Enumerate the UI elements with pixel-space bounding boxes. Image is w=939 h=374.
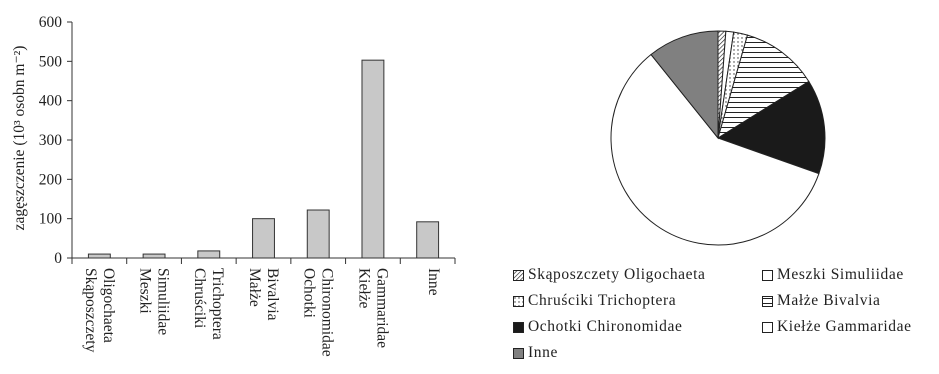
x-tick-label: Inne [425, 268, 442, 296]
x-tick-label: Trichoptera [209, 268, 226, 340]
x-tick-label: Simuliidae [155, 268, 172, 335]
y-tick-label: 100 [39, 211, 63, 228]
legend-item: Ochotki Chironomidae [513, 318, 683, 336]
x-tick-label: Chironomidae [319, 268, 336, 357]
legend-swatch [762, 295, 773, 307]
y-tick-label: 400 [39, 93, 63, 110]
y-axis-label: zagęszczenie (10³ osobn m⁻²) [11, 46, 28, 231]
legend-label: Ochotki Chironomidae [528, 318, 683, 335]
pie-slice [610, 53, 820, 246]
bar [416, 221, 440, 259]
legend-swatch [762, 269, 773, 281]
y-tick-label: 600 [39, 14, 63, 31]
x-tick-label: Skąposzczety [82, 268, 99, 353]
legend-label: Kiełże Gammaridae [777, 318, 912, 335]
x-tick-label: Małże [246, 268, 263, 307]
axes [71, 22, 456, 264]
bar [142, 253, 166, 259]
bar-chart: zagęszczenie (10³ osobn m⁻²) 0 100 200 300 4… [11, 14, 456, 357]
x-tick-label: Meszki [137, 268, 154, 314]
legend-item: Meszki Simuliidae [762, 266, 904, 284]
legend-label: Skąposzczety Oligochaeta [528, 266, 706, 283]
legend-swatch [513, 321, 524, 333]
x-tick-label: Oligochaeta [100, 268, 117, 343]
x-tick-label: Bivalvia [264, 268, 281, 321]
legend-swatch [513, 295, 524, 307]
pie-slice [716, 80, 826, 175]
bar [197, 250, 221, 259]
legend-swatch [513, 347, 524, 359]
legend-swatch [513, 269, 524, 281]
legend-label: Małże Bivalvia [777, 292, 881, 309]
y-tick-label: 300 [39, 132, 63, 149]
y-tick-label: 0 [54, 250, 62, 267]
legend-swatch [762, 321, 773, 333]
x-tick-label: Ochotki [301, 268, 318, 319]
x-tick-label: Kiełże [355, 268, 372, 309]
legend-item: Chruściki Trichoptera [513, 292, 676, 310]
legend-item: Małże Bivalvia [762, 292, 881, 310]
pie-slice [650, 30, 719, 140]
bar [87, 253, 111, 259]
y-tick-label: 500 [39, 53, 63, 70]
y-axis-ticks: 0 100 200 300 400 500 600 [39, 14, 72, 267]
legend-item: Skąposzczety Oligochaeta [513, 266, 706, 284]
bar [252, 218, 275, 259]
x-tick-label: Chruściki [191, 268, 208, 329]
x-tick-label: Gammaridae [373, 268, 390, 348]
legend-item: Kiełże Gammaridae [762, 318, 912, 336]
bar [306, 209, 330, 259]
bar [361, 59, 385, 259]
pie-slice [717, 34, 810, 140]
legend-item: Inne [513, 344, 558, 362]
legend-label: Meszki Simuliidae [777, 266, 904, 283]
pie-chart [610, 30, 826, 246]
y-tick-label: 200 [39, 171, 63, 188]
legend-label: Inne [528, 344, 558, 361]
bars [87, 59, 440, 259]
x-axis-labels: Skąposzczety Oligochaeta Meszki Simuliidae C… [82, 268, 442, 357]
legend-label: Chruściki Trichoptera [528, 292, 677, 309]
